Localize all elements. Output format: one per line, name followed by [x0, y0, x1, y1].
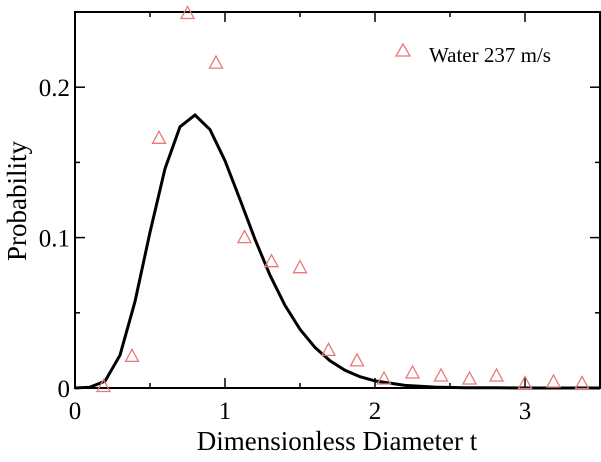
- data-point-triangle: [376, 370, 392, 385]
- data-point-triangle: [236, 229, 253, 244]
- x-tick-label: 1: [219, 398, 232, 425]
- data-point-triangle: [349, 352, 365, 367]
- y-tick-label: 0: [58, 376, 71, 403]
- data-point-triangle: [179, 5, 196, 20]
- fit-curve-line: [74, 113, 600, 390]
- y-tick-label: 0.1: [39, 226, 70, 253]
- data-point-triangle: [320, 342, 337, 357]
- x-axis-title: Dimensionless Diameter t: [197, 426, 478, 456]
- x-tick-label: 3: [519, 398, 532, 425]
- axis-ticks: [74, 11, 601, 389]
- data-point-triangle: [545, 373, 562, 388]
- data-markers: [95, 5, 590, 393]
- y-tick-label: 0.2: [39, 75, 70, 102]
- legend-label: Water 237 m/s: [429, 43, 551, 67]
- data-point-triangle: [208, 54, 224, 69]
- data-point-triangle: [461, 370, 478, 385]
- data-point-triangle: [151, 129, 167, 144]
- data-point-triangle: [517, 375, 533, 390]
- data-point-triangle: [95, 378, 112, 393]
- tick-labels: 0 1 2 3 0 0.1 0.2: [39, 75, 532, 425]
- x-tick-label: 0: [69, 398, 82, 425]
- data-point-triangle: [488, 367, 505, 382]
- data-point-triangle: [574, 375, 590, 390]
- data-point-triangle: [433, 367, 449, 382]
- y-axis-title: Probability: [2, 141, 32, 261]
- legend: Water 237 m/s: [394, 42, 551, 67]
- data-point-triangle: [263, 253, 280, 268]
- plot-frame: [74, 11, 601, 389]
- data-point-triangle: [292, 259, 308, 274]
- legend-triangle-icon: [394, 42, 412, 57]
- x-tick-label: 2: [369, 398, 382, 425]
- data-point-triangle: [404, 364, 421, 379]
- data-point-triangle: [124, 348, 140, 363]
